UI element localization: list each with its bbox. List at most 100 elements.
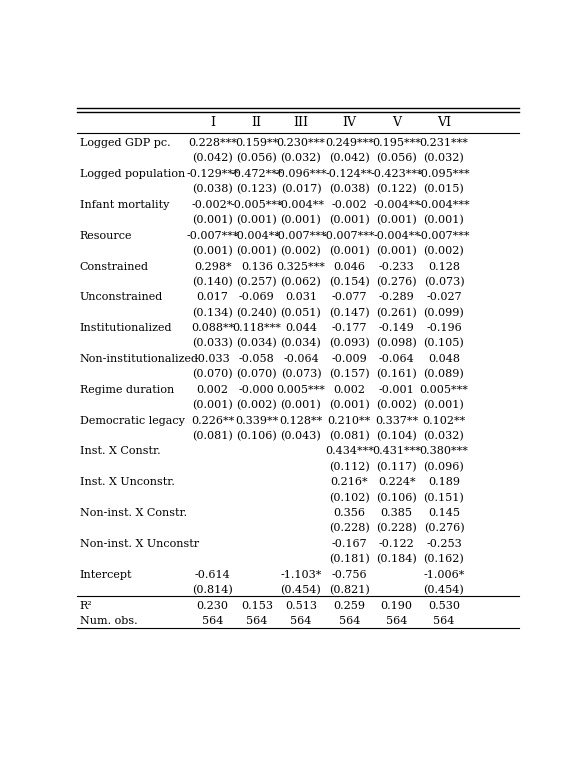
Text: (0.821): (0.821) [329,585,370,595]
Text: 564: 564 [433,616,455,626]
Text: (0.001): (0.001) [329,246,370,256]
Text: (0.070): (0.070) [236,369,277,379]
Text: 0.230***: 0.230*** [276,138,325,148]
Text: -0.096***: -0.096*** [275,169,327,179]
Text: (0.261): (0.261) [376,307,417,318]
Text: (0.001): (0.001) [329,400,370,411]
Text: (0.117): (0.117) [377,462,417,472]
Text: (0.001): (0.001) [281,215,321,225]
Text: Num. obs.: Num. obs. [80,616,137,626]
Text: (0.001): (0.001) [236,215,277,225]
Text: 0.224*: 0.224* [378,477,416,487]
Text: 0.145: 0.145 [428,508,460,518]
Text: (0.134): (0.134) [192,307,233,318]
Text: (0.032): (0.032) [424,154,464,164]
Text: -0.027: -0.027 [426,293,462,303]
Text: -0.196: -0.196 [426,323,462,333]
Text: -0.077: -0.077 [332,293,367,303]
Text: 0.249***: 0.249*** [325,138,374,148]
Text: (0.017): (0.017) [281,184,321,195]
Text: (0.162): (0.162) [424,554,464,565]
Text: Inst. X Constr.: Inst. X Constr. [80,446,160,456]
Text: -0.124**: -0.124** [326,169,372,179]
Text: (0.001): (0.001) [281,400,321,411]
Text: 0.088**: 0.088** [191,323,234,333]
Text: (0.814): (0.814) [192,585,233,595]
Text: 0.195***: 0.195*** [372,138,421,148]
Text: R²: R² [80,601,93,611]
Text: (0.033): (0.033) [192,338,233,348]
Text: 0.190: 0.190 [381,601,413,611]
Text: -0.233: -0.233 [379,262,414,272]
Text: (0.001): (0.001) [424,400,464,411]
Text: 0.136: 0.136 [241,262,273,272]
Text: (0.140): (0.140) [192,277,233,287]
Text: (0.228): (0.228) [329,524,370,534]
Text: -0.064: -0.064 [379,354,414,364]
Text: (0.184): (0.184) [376,554,417,565]
Text: (0.093): (0.093) [329,338,370,348]
Text: 0.337**: 0.337** [375,416,418,426]
Text: Institutionalized: Institutionalized [80,323,172,333]
Text: -0.149: -0.149 [379,323,414,333]
Text: VI: VI [437,116,451,129]
Text: (0.157): (0.157) [329,369,370,379]
Text: V: V [392,116,401,129]
Text: 0.002: 0.002 [333,385,365,395]
Text: (0.240): (0.240) [236,307,277,318]
Text: (0.042): (0.042) [192,154,233,164]
Text: (0.276): (0.276) [377,277,417,287]
Text: Resource: Resource [80,230,132,241]
Text: (0.056): (0.056) [376,154,417,164]
Text: 0.005***: 0.005*** [276,385,325,395]
Text: II: II [252,116,262,129]
Text: (0.112): (0.112) [329,462,370,472]
Text: (0.002): (0.002) [236,400,277,411]
Text: (0.228): (0.228) [376,524,417,534]
Text: (0.038): (0.038) [329,184,370,195]
Text: Non-institutionalized: Non-institutionalized [80,354,198,364]
Text: 0.210**: 0.210** [328,416,371,426]
Text: -0.007***: -0.007*** [323,230,375,241]
Text: -0.177: -0.177 [332,323,367,333]
Text: (0.042): (0.042) [329,154,370,164]
Text: -0.007***: -0.007*** [186,230,239,241]
Text: -0.009: -0.009 [331,354,367,364]
Text: (0.161): (0.161) [376,369,417,379]
Text: (0.081): (0.081) [329,431,370,442]
Text: Regime duration: Regime duration [80,385,174,395]
Text: 0.380***: 0.380*** [420,446,469,456]
Text: Inst. X Unconstr.: Inst. X Unconstr. [80,477,175,487]
Text: -0.069: -0.069 [239,293,275,303]
Text: -0.002*: -0.002* [192,200,233,210]
Text: -0.064: -0.064 [283,354,319,364]
Text: (0.015): (0.015) [424,184,464,195]
Text: -0.289: -0.289 [379,293,414,303]
Text: 0.339**: 0.339** [235,416,278,426]
Text: (0.001): (0.001) [376,215,417,225]
Text: (0.001): (0.001) [329,215,370,225]
Text: (0.002): (0.002) [376,400,417,411]
Text: (0.002): (0.002) [281,246,321,256]
Text: (0.454): (0.454) [424,585,464,595]
Text: (0.073): (0.073) [281,369,321,379]
Text: -0.004**: -0.004** [373,230,420,241]
Text: Intercept: Intercept [80,570,132,580]
Text: Logged GDP pc.: Logged GDP pc. [80,138,170,148]
Text: (0.056): (0.056) [236,154,277,164]
Text: (0.032): (0.032) [281,154,321,164]
Text: 0.230: 0.230 [197,601,229,611]
Text: (0.001): (0.001) [192,246,233,256]
Text: (0.147): (0.147) [329,307,370,318]
Text: I: I [210,116,215,129]
Text: 0.128: 0.128 [428,262,460,272]
Text: 0.005***: 0.005*** [420,385,469,395]
Text: (0.154): (0.154) [329,277,370,287]
Text: 0.102**: 0.102** [423,416,466,426]
Text: (0.034): (0.034) [281,338,321,348]
Text: (0.098): (0.098) [376,338,417,348]
Text: (0.151): (0.151) [424,493,464,503]
Text: IV: IV [342,116,356,129]
Text: (0.181): (0.181) [329,554,370,565]
Text: -0.004***: -0.004*** [418,200,470,210]
